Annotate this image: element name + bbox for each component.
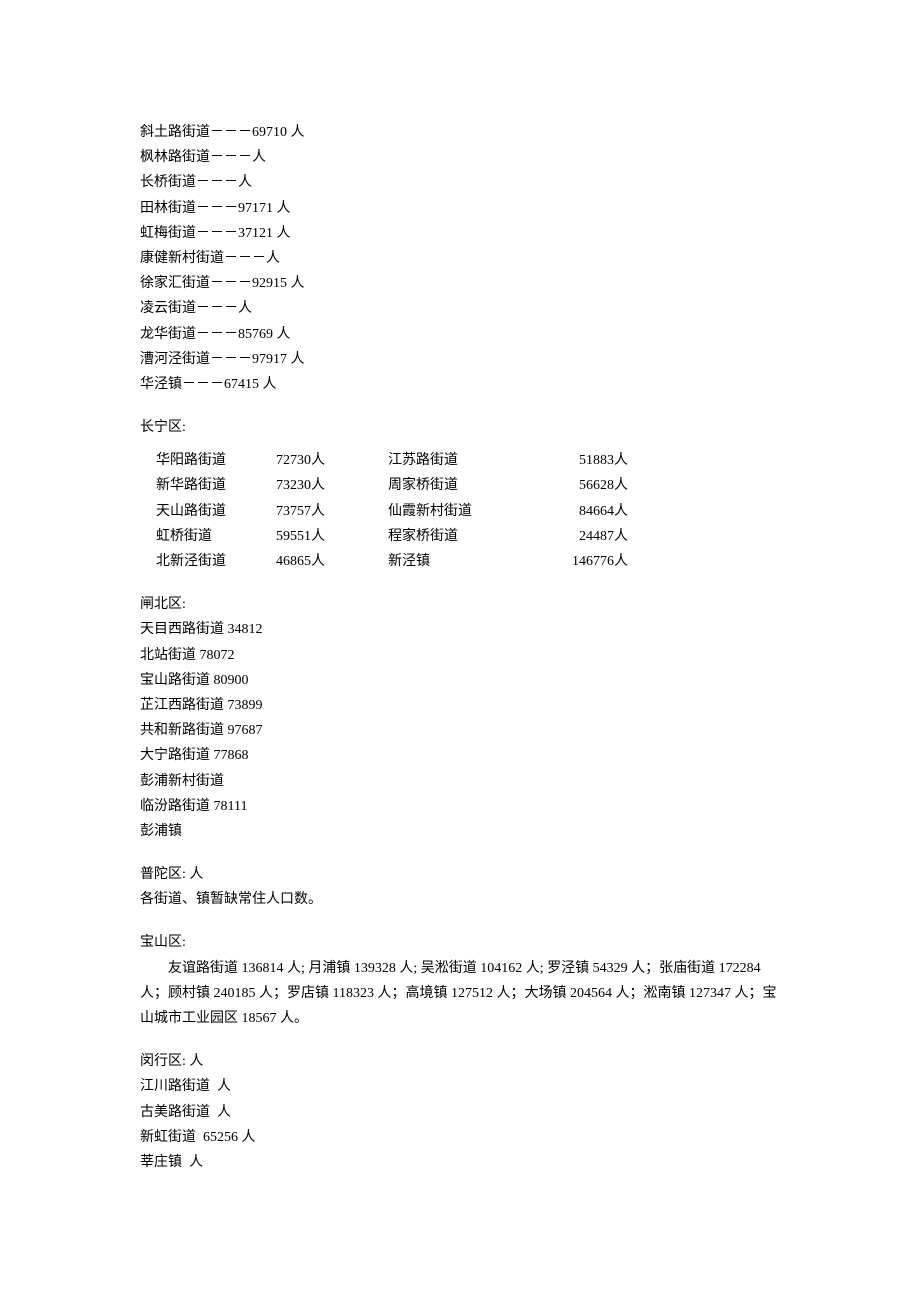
text-line: 临汾路街道 78111 [140,794,780,819]
cell: 新华路街道 [156,473,276,498]
cell: 24487人 [528,524,628,549]
text-line: 江川路街道 人 [140,1074,780,1099]
changning-block: 长宁区: 华阳路街道 72730人 江苏路街道 51883人 新华路街道 732… [140,415,780,574]
cell: 天山路街道 [156,499,276,524]
text-line: 新虹街道 65256 人 [140,1125,780,1150]
cell: 程家桥街道 [388,524,528,549]
cell: 56628人 [528,473,628,498]
cell: 46865人 [276,549,388,574]
text-line: 长桥街道－－－人 [140,170,780,195]
paragraph: 友谊路街道 136814 人; 月浦镇 139328 人; 吴淞街道 10416… [140,956,780,1032]
minhang-block: 闵行区: 人 江川路街道 人 古美路街道 人 新虹街道 65256 人 莘庄镇 … [140,1049,780,1175]
zhabei-block: 闸北区: 天目西路街道 34812 北站街道 78072 宝山路街道 80900… [140,592,780,844]
table-row: 天山路街道 73757人 仙霞新村街道 84664人 [156,499,780,524]
text-line: 古美路街道 人 [140,1100,780,1125]
cell: 华阳路街道 [156,448,276,473]
cell: 北新泾街道 [156,549,276,574]
cell: 73230人 [276,473,388,498]
table-row: 新华路街道 73230人 周家桥街道 56628人 [156,473,780,498]
cell: 72730人 [276,448,388,473]
table-row: 虹桥街道 59551人 程家桥街道 24487人 [156,524,780,549]
cell: 73757人 [276,499,388,524]
cell: 周家桥街道 [388,473,528,498]
text-line: 田林街道－－－97171 人 [140,196,780,221]
text-line: 凌云街道－－－人 [140,296,780,321]
xuhui-block: 斜土路街道－－－69710 人 枫林路街道－－－人 长桥街道－－－人 田林街道－… [140,120,780,397]
table-row: 北新泾街道 46865人 新泾镇 146776人 [156,549,780,574]
text-line: 康健新村街道－－－人 [140,246,780,271]
section-header: 闸北区: [140,592,780,617]
text-line: 彭浦镇 [140,819,780,844]
cell: 84664人 [528,499,628,524]
text-line: 北站街道 78072 [140,643,780,668]
cell: 江苏路街道 [388,448,528,473]
text-line: 华泾镇－－－67415 人 [140,372,780,397]
baoshan-block: 宝山区: 友谊路街道 136814 人; 月浦镇 139328 人; 吴淞街道 … [140,930,780,1031]
section-header: 普陀区: 人 [140,862,780,887]
text-line: 共和新路街道 97687 [140,718,780,743]
section-header: 闵行区: 人 [140,1049,780,1074]
putuo-block: 普陀区: 人 各街道、镇暂缺常住人口数。 [140,862,780,912]
table-row: 华阳路街道 72730人 江苏路街道 51883人 [156,448,780,473]
text-line: 斜土路街道－－－69710 人 [140,120,780,145]
text-line: 各街道、镇暂缺常住人口数。 [140,887,780,912]
text-line: 宝山路街道 80900 [140,668,780,693]
section-header: 宝山区: [140,930,780,955]
text-line: 天目西路街道 34812 [140,617,780,642]
cell: 146776人 [528,549,628,574]
text-line: 枫林路街道－－－人 [140,145,780,170]
text-line: 芷江西路街道 73899 [140,693,780,718]
text-line: 漕河泾街道－－－97917 人 [140,347,780,372]
cell: 59551人 [276,524,388,549]
text-line: 彭浦新村街道 [140,769,780,794]
text-line: 龙华街道－－－85769 人 [140,322,780,347]
text-line: 虹梅街道－－－37121 人 [140,221,780,246]
text-line: 大宁路街道 77868 [140,743,780,768]
cell: 新泾镇 [388,549,528,574]
cell: 仙霞新村街道 [388,499,528,524]
cell: 51883人 [528,448,628,473]
cell: 虹桥街道 [156,524,276,549]
text-line: 莘庄镇 人 [140,1150,780,1175]
changning-table: 华阳路街道 72730人 江苏路街道 51883人 新华路街道 73230人 周… [156,448,780,574]
section-header: 长宁区: [140,415,780,440]
text-line: 徐家汇街道－－－92915 人 [140,271,780,296]
